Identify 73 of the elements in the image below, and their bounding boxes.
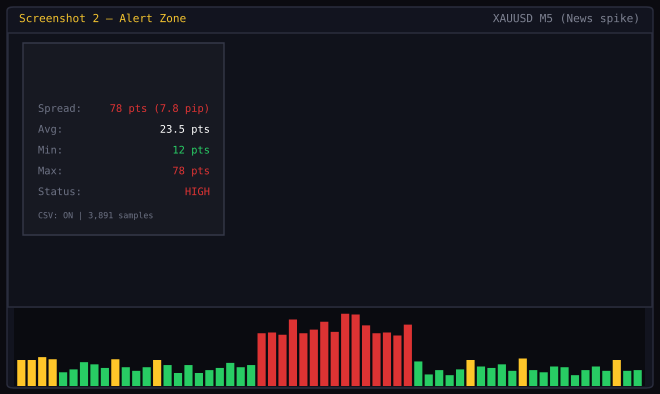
- bar: [288, 320, 298, 386]
- bar: [623, 370, 632, 386]
- bar: [592, 366, 600, 386]
- bar: [612, 360, 621, 386]
- text: 78 pts: [173, 166, 209, 176]
- bar: [132, 370, 140, 386]
- bar: [362, 325, 370, 386]
- text: Min:: [38, 146, 61, 154]
- text: Status:: [38, 187, 80, 196]
- bar: [372, 333, 381, 386]
- bar: [59, 372, 68, 386]
- bar: [341, 314, 350, 386]
- bar: [205, 370, 214, 386]
- bar: [48, 359, 57, 386]
- bar: [299, 333, 308, 386]
- bar: [393, 335, 402, 386]
- bar: [28, 360, 36, 386]
- bar: [111, 359, 120, 386]
- bar: [560, 367, 569, 386]
- bar: [550, 366, 558, 386]
- bar: [602, 370, 610, 386]
- text: 78 pts (7.8 pip): [110, 104, 208, 114]
- text: Max:: [38, 166, 61, 174]
- bar: [153, 360, 162, 386]
- bar: [508, 370, 516, 386]
- text: CSV: ON | 3,891 samples: [38, 212, 153, 220]
- bar: [268, 332, 276, 386]
- bar: [487, 368, 496, 386]
- bar: [69, 369, 78, 386]
- bar: [456, 369, 464, 386]
- text: HIGH: [186, 187, 210, 196]
- bar: [163, 365, 172, 386]
- bar: [529, 370, 538, 386]
- bar: [258, 333, 266, 386]
- bar: [424, 374, 433, 386]
- bar: [518, 358, 527, 386]
- bar: [414, 361, 422, 386]
- chart-title: Screenshot 2 — Alert Zone: [20, 14, 186, 22]
- bar: [310, 330, 318, 386]
- bar: [540, 372, 548, 386]
- bar: [581, 370, 590, 386]
- bar: [216, 368, 224, 386]
- bar: [38, 357, 46, 386]
- bar: [80, 362, 88, 386]
- bar: [236, 367, 245, 386]
- bar: [90, 364, 99, 386]
- bar: [352, 314, 360, 386]
- bar: [194, 373, 203, 386]
- bar: [498, 364, 506, 386]
- bar: [100, 368, 109, 386]
- bar: [634, 370, 642, 386]
- bar: [320, 322, 328, 386]
- text: 23.5 pts: [160, 124, 209, 135]
- bar: [404, 324, 412, 386]
- bar: [122, 367, 130, 386]
- chart-subtitle: XAUUSD M5 (News spike): [492, 14, 638, 24]
- text: Spread:: [38, 104, 80, 114]
- bar: [278, 334, 287, 386]
- bar: [446, 375, 454, 386]
- bar: [435, 370, 444, 386]
- bar: [466, 360, 475, 386]
- bar: [17, 360, 26, 386]
- bar: [226, 362, 234, 386]
- bar: [174, 373, 182, 386]
- bar: [184, 365, 193, 386]
- bar: [382, 332, 392, 386]
- bar: [330, 332, 339, 386]
- bar: [142, 367, 151, 386]
- bar: [247, 365, 256, 386]
- bar: [476, 366, 486, 386]
- bar: [570, 375, 580, 386]
- text: 12 pts: [174, 146, 209, 156]
- text: Avg:: [38, 125, 61, 135]
